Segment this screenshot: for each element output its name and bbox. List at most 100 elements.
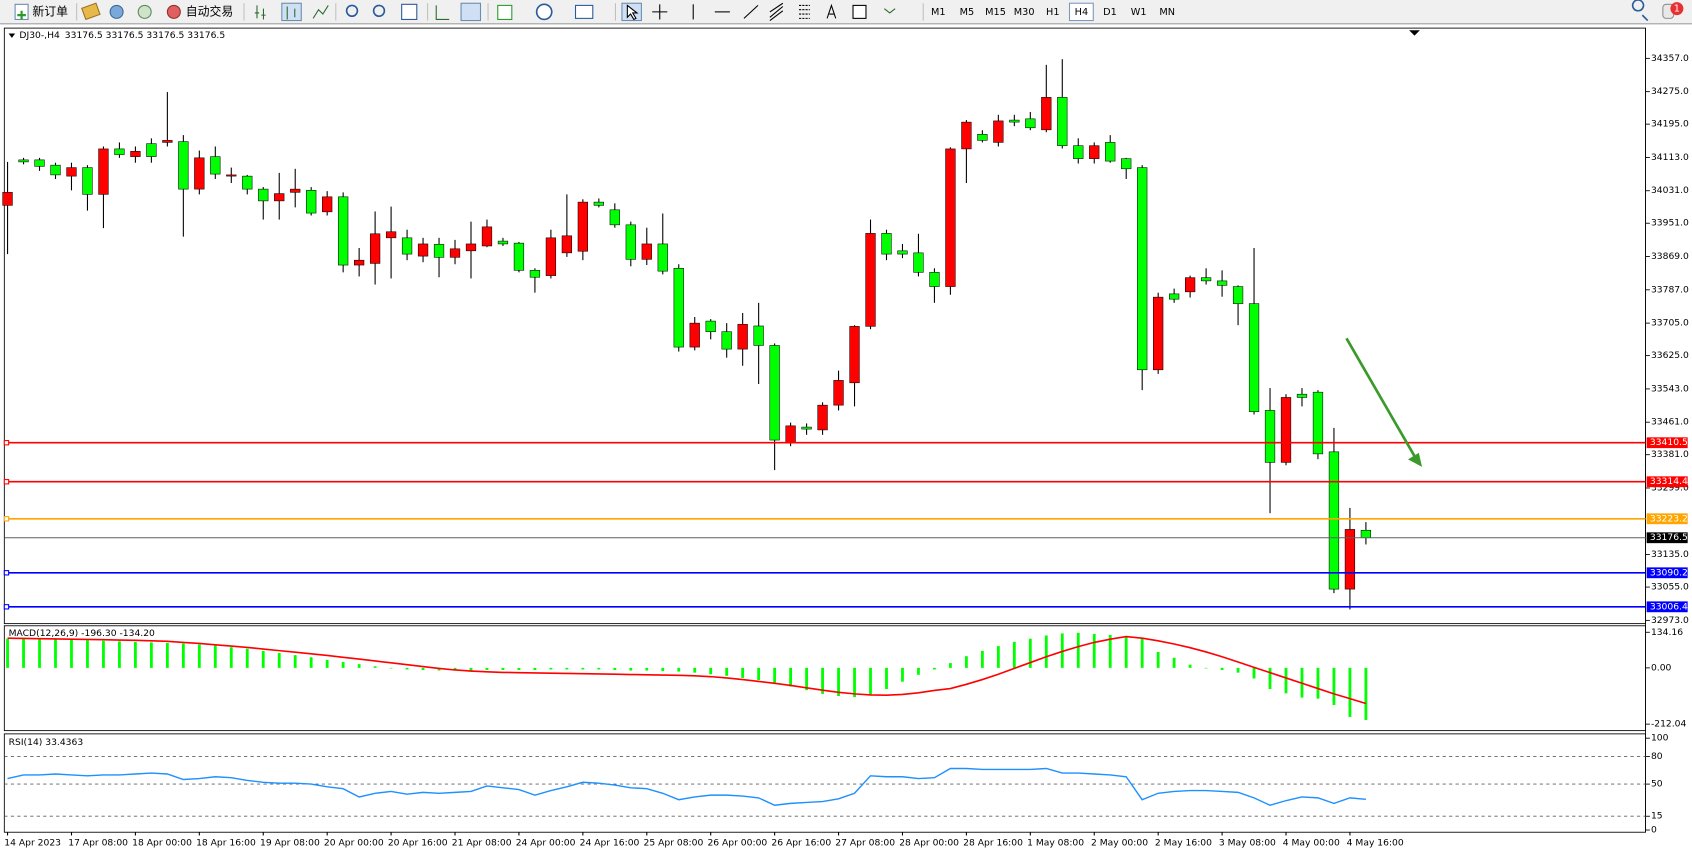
templates-icon[interactable] (574, 4, 594, 19)
macd-bar (773, 667, 777, 683)
chart-shift-button-active[interactable] (460, 2, 482, 22)
y-tick-label: 100 (1651, 733, 1669, 744)
candle-body (98, 148, 109, 195)
macd-bar (885, 667, 888, 690)
channel-icon[interactable] (769, 2, 784, 21)
candle-body (721, 331, 732, 350)
y-tick-label: 34113.0 (1651, 152, 1689, 163)
candle-chart-button-active[interactable] (281, 2, 302, 22)
timeframe-label[interactable]: M30 (1014, 7, 1035, 18)
timeframe-label[interactable]: H1 (1046, 7, 1059, 18)
bar-chart-icon[interactable] (254, 5, 266, 20)
macd-bar (725, 667, 729, 676)
level-label-box (1646, 437, 1688, 449)
macd-bar (1316, 667, 1320, 699)
tile-icon[interactable] (401, 3, 418, 20)
macd-bar (1076, 632, 1080, 668)
x-tick-label: 1 May 08:00 (1027, 838, 1084, 849)
timeframe-label[interactable]: D1 (1103, 7, 1117, 18)
macd-bar (693, 667, 697, 673)
candle-body (961, 121, 972, 150)
crosshair-icon[interactable] (652, 4, 668, 20)
trendline-icon[interactable] (743, 5, 759, 19)
macd-bar (1044, 635, 1048, 668)
candle-body (449, 248, 461, 258)
label-icon[interactable] (852, 4, 867, 19)
candle-body (897, 250, 908, 255)
candle-body (338, 196, 349, 266)
macd-bar (325, 659, 329, 668)
price-pane (3, 27, 1647, 625)
plot-layer: 34357.0 34275.0 34195.0 34113.0 34031.0 33951… (2, 53, 1689, 849)
new-order-button[interactable]: 新订单 (14, 3, 68, 20)
macd-bar (1332, 667, 1336, 706)
macd-bar (1348, 667, 1352, 717)
periods-icon[interactable] (535, 3, 553, 21)
macd-bar (1028, 638, 1032, 668)
timeframe-label[interactable]: M15 (985, 7, 1006, 18)
zoom-in-icon[interactable] (345, 4, 359, 18)
arrows-icon[interactable] (883, 8, 896, 14)
cursor-icon (626, 4, 639, 21)
toolbar-background (0, 0, 1692, 24)
history-icon[interactable] (81, 2, 101, 21)
macd-bar (341, 662, 345, 668)
candle-body (785, 425, 796, 444)
auto-trading-button[interactable]: 自动交易 (166, 4, 233, 19)
candle-body (609, 209, 620, 226)
level-anchor (3, 479, 10, 485)
candle-body (1153, 296, 1164, 371)
timeframe-label[interactable]: MN (1159, 7, 1175, 18)
level-label: 33006.4 (1650, 601, 1688, 612)
level-label-box (1646, 513, 1688, 525)
y-tick-label: 33543.0 (1651, 383, 1689, 394)
x-tick-label: 24 Apr 00:00 (516, 838, 576, 849)
timeframe-button-active[interactable] (1068, 2, 1094, 22)
candle-body (737, 324, 748, 350)
macd-bar (405, 667, 409, 670)
autoscroll-icon[interactable] (435, 5, 450, 20)
macd-bar (805, 667, 808, 691)
level-anchor (3, 570, 10, 576)
signals-icon[interactable] (137, 4, 152, 19)
candle-body (641, 243, 652, 260)
candle-body (1248, 303, 1260, 412)
candle-body (322, 196, 333, 213)
search-icon[interactable] (1631, 0, 1649, 22)
notification-count: 1 (1674, 4, 1680, 15)
indicators-icon[interactable] (497, 4, 513, 20)
macd-bar (517, 667, 521, 670)
candle-body (2, 192, 13, 206)
level-anchor (3, 440, 10, 446)
level-label: 33314.4 (1650, 476, 1688, 487)
fibo-icon[interactable] (799, 4, 810, 19)
macd-bar (996, 646, 1000, 668)
y-tick-label: -212.04 (1651, 719, 1687, 730)
candle-body (945, 148, 956, 287)
macd-bar (389, 667, 393, 669)
timeframe-label[interactable]: H4 (1075, 7, 1088, 18)
level-label: 33176.5 (1650, 532, 1688, 543)
market-icon[interactable] (109, 4, 124, 19)
macd-bar (469, 667, 473, 671)
timeframe-label[interactable]: W1 (1131, 7, 1147, 18)
candle-body (1025, 118, 1036, 129)
line-chart-icon[interactable] (312, 5, 329, 19)
macd-bar (645, 667, 649, 671)
x-tick-label: 28 Apr 16:00 (963, 838, 1023, 849)
x-tick-label: 27 Apr 08:00 (835, 838, 895, 849)
level-anchor (3, 516, 10, 522)
candle-body (465, 243, 477, 252)
x-tick-label: 21 Apr 08:00 (452, 838, 512, 849)
zoom-out-icon[interactable] (372, 4, 386, 18)
text-icon[interactable] (826, 3, 837, 19)
timeframe-label[interactable]: M5 (960, 7, 975, 18)
candle-body (833, 380, 844, 406)
candle-body (657, 243, 668, 272)
candle-body (769, 345, 780, 441)
chart-shift-marker (1409, 30, 1420, 36)
candle-chart-icon (286, 6, 296, 20)
macd-bar (901, 667, 904, 682)
timeframe-label[interactable]: M1 (931, 7, 946, 18)
x-tick-label: 28 Apr 00:00 (899, 838, 959, 849)
